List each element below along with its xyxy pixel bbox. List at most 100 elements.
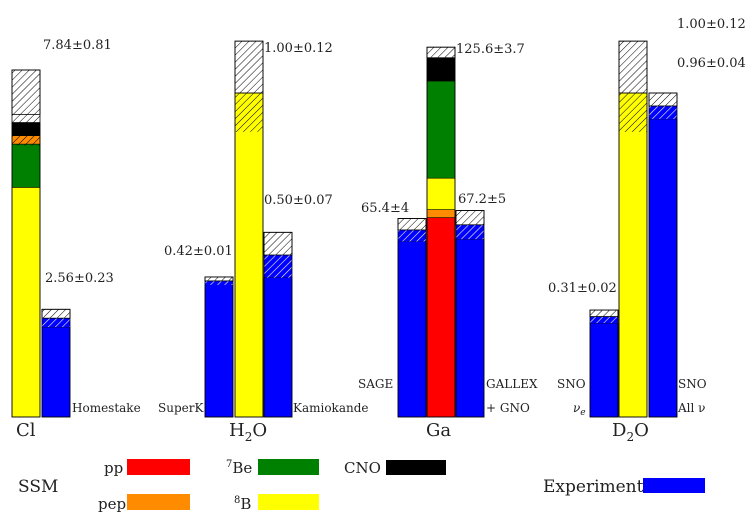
bar-gallex-gno: [455, 210, 485, 418]
bar-sage: [397, 218, 427, 418]
caption-sno-e-line1: SNO: [557, 377, 586, 391]
d2o-tail: O: [634, 420, 649, 441]
outline-sage: [397, 218, 427, 418]
outline-ssm-ga: [426, 46, 456, 418]
caption-homestake: Homestake: [72, 401, 141, 415]
value-label-kamiokande: 0.50±0.07: [264, 193, 333, 208]
segment-7be-ssm-cl: [11, 143, 41, 188]
uncertainty-lower-ssm-d2o: [619, 93, 647, 132]
uncertainty-lower-ssm-cl: [12, 114, 40, 146]
uncertainty-lower-hatch-superk: [205, 280, 233, 285]
d2o-main: D: [612, 420, 626, 441]
bar-sno-e: [589, 309, 619, 418]
uncertainty-upper-kamiokande: [263, 231, 293, 256]
segment-8b-ssm-ga: [426, 177, 456, 210]
outline-ssm-h2o: [234, 40, 264, 418]
group-label-ga: Ga: [426, 420, 451, 441]
uncertainty-lower-ssm-ga: [427, 57, 455, 69]
b-superscript: 8: [234, 495, 240, 506]
uncertainty-upper-ssm-d2o: [618, 40, 648, 94]
caption-sno-all-line2: All ν: [677, 401, 705, 415]
group-label-cl: Cl: [16, 420, 36, 441]
bar-sno-all: [648, 92, 678, 418]
uncertainty-lower-hatch-kamiokande: [264, 255, 292, 278]
legend-label-8b: 8B: [234, 495, 251, 513]
value-label-ssm-d2o: 1.00±0.12: [677, 17, 746, 32]
experiment-fill-kamiokande: [263, 277, 293, 418]
segment-7be-ssm-ga: [426, 80, 456, 179]
be-main: Be: [232, 459, 252, 477]
value-label-ssm-h2o: 1.00±0.12: [264, 41, 333, 56]
experiment-fill-sage: [397, 241, 427, 418]
segment-8b-ssm-d2o: [618, 92, 648, 418]
outline-superk: [204, 276, 234, 418]
uncertainty-upper-gallex-gno: [455, 210, 485, 226]
value-label-homestake: 2.56±0.23: [45, 271, 114, 286]
uncertainty-upper-ssm-ga: [426, 46, 456, 59]
uncertainty-lower-hatch-sage: [398, 229, 426, 242]
nu-subscript: e: [580, 408, 585, 418]
uncertainty-lower-hatch-homestake: [42, 318, 70, 328]
value-label-ssm-cl: 7.84±0.81: [43, 38, 112, 53]
legend-swatch-cno: [386, 460, 446, 475]
caption-sno-all-line1: SNO: [678, 377, 707, 391]
uncertainty-upper-ssm-cl: [11, 69, 41, 115]
outline-sno-e: [589, 309, 619, 418]
outline-gallex-gno: [455, 210, 485, 418]
segment-pp-ssm-ga: [426, 217, 456, 418]
group-label-d2o: D2O: [612, 420, 649, 444]
uncertainty-lower-hatch-sno-all: [649, 105, 677, 119]
value-label-gallex: 67.2±5: [458, 192, 506, 207]
legend-label-pep: pep: [98, 495, 126, 513]
uncertainty-upper-superk: [204, 276, 234, 282]
caption-sage: SAGE: [358, 377, 393, 391]
outline-sno-all: [648, 92, 678, 418]
uncertainty-upper-ssm-h2o: [234, 40, 264, 94]
legend-swatch-pep: [127, 494, 190, 510]
value-label-sno-e: 0.31±0.02: [548, 281, 617, 296]
nu-symbol: ν: [573, 401, 580, 415]
uncertainty-upper-sage: [397, 218, 427, 231]
uncertainty-lower-ssm-h2o: [235, 93, 263, 132]
bar-homestake: [41, 308, 71, 418]
legend-label-cno: CNO: [344, 459, 381, 477]
outline-ssm-cl: [11, 69, 41, 418]
bar-ssm-h2o: [234, 40, 264, 418]
bar-superk: [204, 276, 234, 418]
experiment-fill-sno-all: [648, 118, 678, 418]
h2o-tail: O: [252, 420, 267, 441]
uncertainty-lower-hatch-sno-e: [590, 316, 618, 324]
legend-swatch-8b: [258, 494, 319, 510]
caption-sno-e-line2: νe: [573, 401, 586, 418]
experiment-fill-gallex-gno: [455, 238, 485, 418]
caption-kamiokande: Kamiokande: [293, 401, 369, 415]
outline-homestake: [41, 308, 71, 418]
caption-superk: SuperK: [158, 401, 204, 415]
bar-kamiokande: [263, 231, 293, 418]
outline-kamiokande: [263, 231, 293, 418]
legend-label-experiment: Experiment: [543, 477, 644, 497]
group-label-h2o: H2O: [229, 420, 267, 444]
outline-ssm-d2o: [618, 40, 648, 418]
value-label-ssm-ga: 125.6±3.7: [456, 42, 525, 57]
legend-label-pp: pp: [104, 459, 123, 477]
h2o-main: H: [229, 420, 245, 441]
b-main: B: [240, 495, 251, 513]
value-label-sno-all: 0.96±0.04: [677, 56, 746, 71]
legend-label-7be: 7Be: [226, 459, 252, 477]
uncertainty-upper-sno-all: [648, 92, 678, 107]
d2o-subscript: 2: [626, 430, 634, 444]
caption-gallex-line1: GALLEX: [486, 377, 538, 391]
segment-8b-ssm-cl: [11, 187, 41, 418]
h2o-subscript: 2: [245, 430, 253, 444]
experiment-fill-sno-e: [589, 322, 619, 418]
legend-swatch-experiment: [643, 478, 705, 493]
bar-ssm-d2o: [618, 40, 648, 418]
legend-swatch-7be: [258, 459, 319, 475]
legend-ssm-label: SSM: [18, 477, 58, 497]
segment-pep-ssm-ga: [426, 209, 456, 218]
experiment-fill-homestake: [41, 326, 71, 418]
value-label-superk: 0.42±0.01: [164, 244, 233, 259]
uncertainty-upper-homestake: [41, 308, 71, 319]
